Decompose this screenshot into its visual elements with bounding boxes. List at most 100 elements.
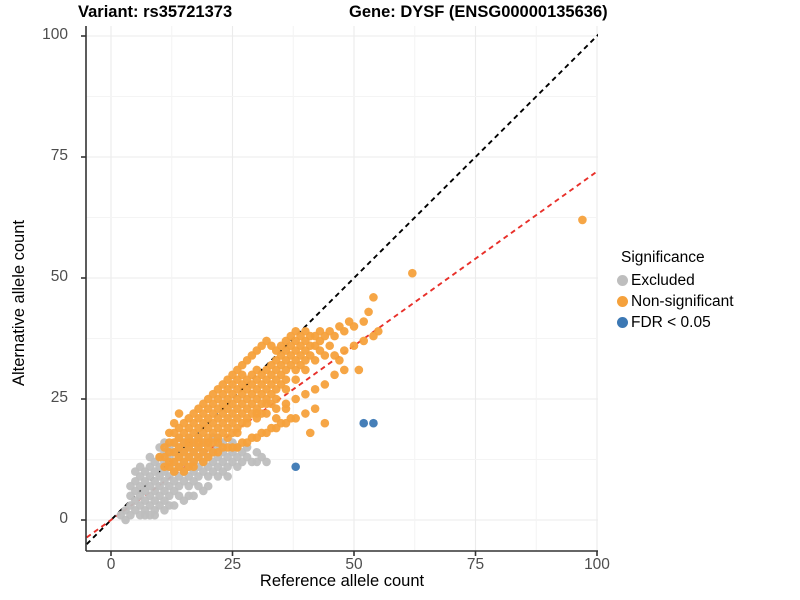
legend-swatch-icon bbox=[617, 275, 628, 287]
data-point bbox=[301, 365, 310, 375]
data-point bbox=[160, 506, 169, 515]
data-point bbox=[203, 438, 213, 447]
data-point bbox=[242, 418, 252, 428]
data-points bbox=[116, 215, 587, 525]
data-point bbox=[267, 423, 276, 433]
data-point bbox=[150, 467, 160, 476]
data-point bbox=[135, 462, 145, 472]
chart-title-strip: Variant: rs35721373 Gene: DYSF (ENSG0000… bbox=[0, 0, 800, 26]
legend-swatch-icon bbox=[617, 296, 628, 308]
x-tick-label-0: 0 bbox=[106, 556, 116, 573]
data-point bbox=[349, 322, 359, 331]
data-point bbox=[369, 418, 378, 428]
x-axis-label: Reference allele count bbox=[259, 572, 425, 590]
data-point bbox=[126, 491, 135, 501]
data-point bbox=[305, 428, 315, 438]
y-tick-text: 75 bbox=[50, 147, 68, 164]
data-point bbox=[169, 501, 179, 510]
data-point bbox=[160, 443, 169, 452]
data-point bbox=[339, 326, 349, 336]
legend-item-excluded[interactable]: Excluded bbox=[617, 272, 695, 293]
data-point bbox=[281, 385, 291, 394]
data-point bbox=[208, 447, 218, 457]
x-tick-label-75: 75 bbox=[466, 556, 485, 573]
data-point bbox=[257, 409, 266, 418]
y-tick-text: 100 bbox=[42, 26, 68, 43]
data-point bbox=[359, 317, 369, 326]
data-point bbox=[262, 457, 271, 467]
data-point bbox=[325, 341, 335, 351]
data-point bbox=[330, 351, 339, 360]
data-point bbox=[160, 462, 169, 472]
data-point bbox=[301, 389, 310, 399]
gene-title: Gene: DYSF (ENSG00000135636) bbox=[349, 3, 608, 21]
data-point bbox=[339, 346, 349, 355]
y-tick-label-25: 25 bbox=[22, 389, 68, 409]
legend-item-label: Non-significant bbox=[631, 292, 734, 310]
y-tick-label-100: 100 bbox=[22, 26, 68, 46]
data-point bbox=[339, 365, 349, 375]
y-tick-text: 50 bbox=[50, 268, 68, 285]
legend-item-label: FDR < 0.05 bbox=[631, 313, 711, 331]
data-point bbox=[364, 307, 373, 317]
data-point bbox=[301, 409, 310, 418]
data-point bbox=[408, 268, 417, 278]
data-point bbox=[194, 438, 203, 447]
y-tick-label-75: 75 bbox=[22, 147, 68, 167]
variant-title: Variant: rs35721373 bbox=[78, 3, 233, 21]
data-point bbox=[155, 452, 164, 462]
data-point bbox=[233, 428, 242, 438]
series-non-significant bbox=[155, 215, 587, 476]
data-point bbox=[310, 385, 320, 394]
data-point bbox=[223, 433, 232, 443]
legend-title: Significance bbox=[621, 249, 705, 266]
legend-item-label: Excluded bbox=[631, 271, 695, 289]
data-point bbox=[286, 414, 296, 423]
data-point bbox=[174, 409, 184, 418]
data-point bbox=[359, 418, 369, 428]
data-point bbox=[354, 365, 364, 375]
x-tick-label-25: 25 bbox=[223, 556, 242, 573]
data-point bbox=[369, 331, 378, 341]
data-point bbox=[320, 380, 330, 389]
data-point bbox=[310, 404, 320, 413]
data-point bbox=[189, 491, 198, 501]
data-point bbox=[199, 486, 208, 496]
data-point bbox=[213, 472, 223, 481]
data-point bbox=[330, 331, 339, 341]
data-point bbox=[271, 414, 281, 423]
data-point bbox=[267, 399, 276, 409]
x-tick-label-100: 100 bbox=[584, 556, 610, 573]
data-point bbox=[301, 326, 310, 336]
data-point bbox=[179, 496, 189, 505]
data-point bbox=[228, 443, 237, 452]
data-point bbox=[578, 215, 587, 225]
data-point bbox=[252, 457, 262, 467]
gridlines bbox=[86, 26, 598, 551]
data-point bbox=[281, 404, 291, 413]
legend-item-fdr-0-05[interactable]: FDR < 0.05 bbox=[617, 314, 711, 335]
y-tick-text: 25 bbox=[50, 389, 68, 406]
data-point bbox=[369, 293, 378, 302]
data-point bbox=[320, 418, 330, 428]
y-tick-label-50: 50 bbox=[22, 268, 68, 288]
legend-item-non-significant[interactable]: Non-significant bbox=[617, 293, 734, 314]
data-point bbox=[257, 428, 266, 438]
data-point bbox=[126, 481, 135, 491]
y-tick-text: 0 bbox=[59, 510, 68, 527]
data-point bbox=[223, 472, 232, 481]
x-tick-label-50: 50 bbox=[345, 556, 363, 573]
data-point bbox=[310, 355, 320, 365]
data-point bbox=[291, 394, 300, 404]
data-point bbox=[145, 510, 155, 520]
data-point bbox=[291, 326, 300, 336]
data-point bbox=[281, 375, 291, 384]
data-point bbox=[291, 462, 300, 472]
data-point bbox=[320, 351, 330, 360]
data-point bbox=[237, 438, 247, 447]
y-tick-label-0: 0 bbox=[22, 510, 68, 530]
data-point bbox=[359, 336, 369, 346]
legend-swatch-icon bbox=[617, 317, 628, 329]
